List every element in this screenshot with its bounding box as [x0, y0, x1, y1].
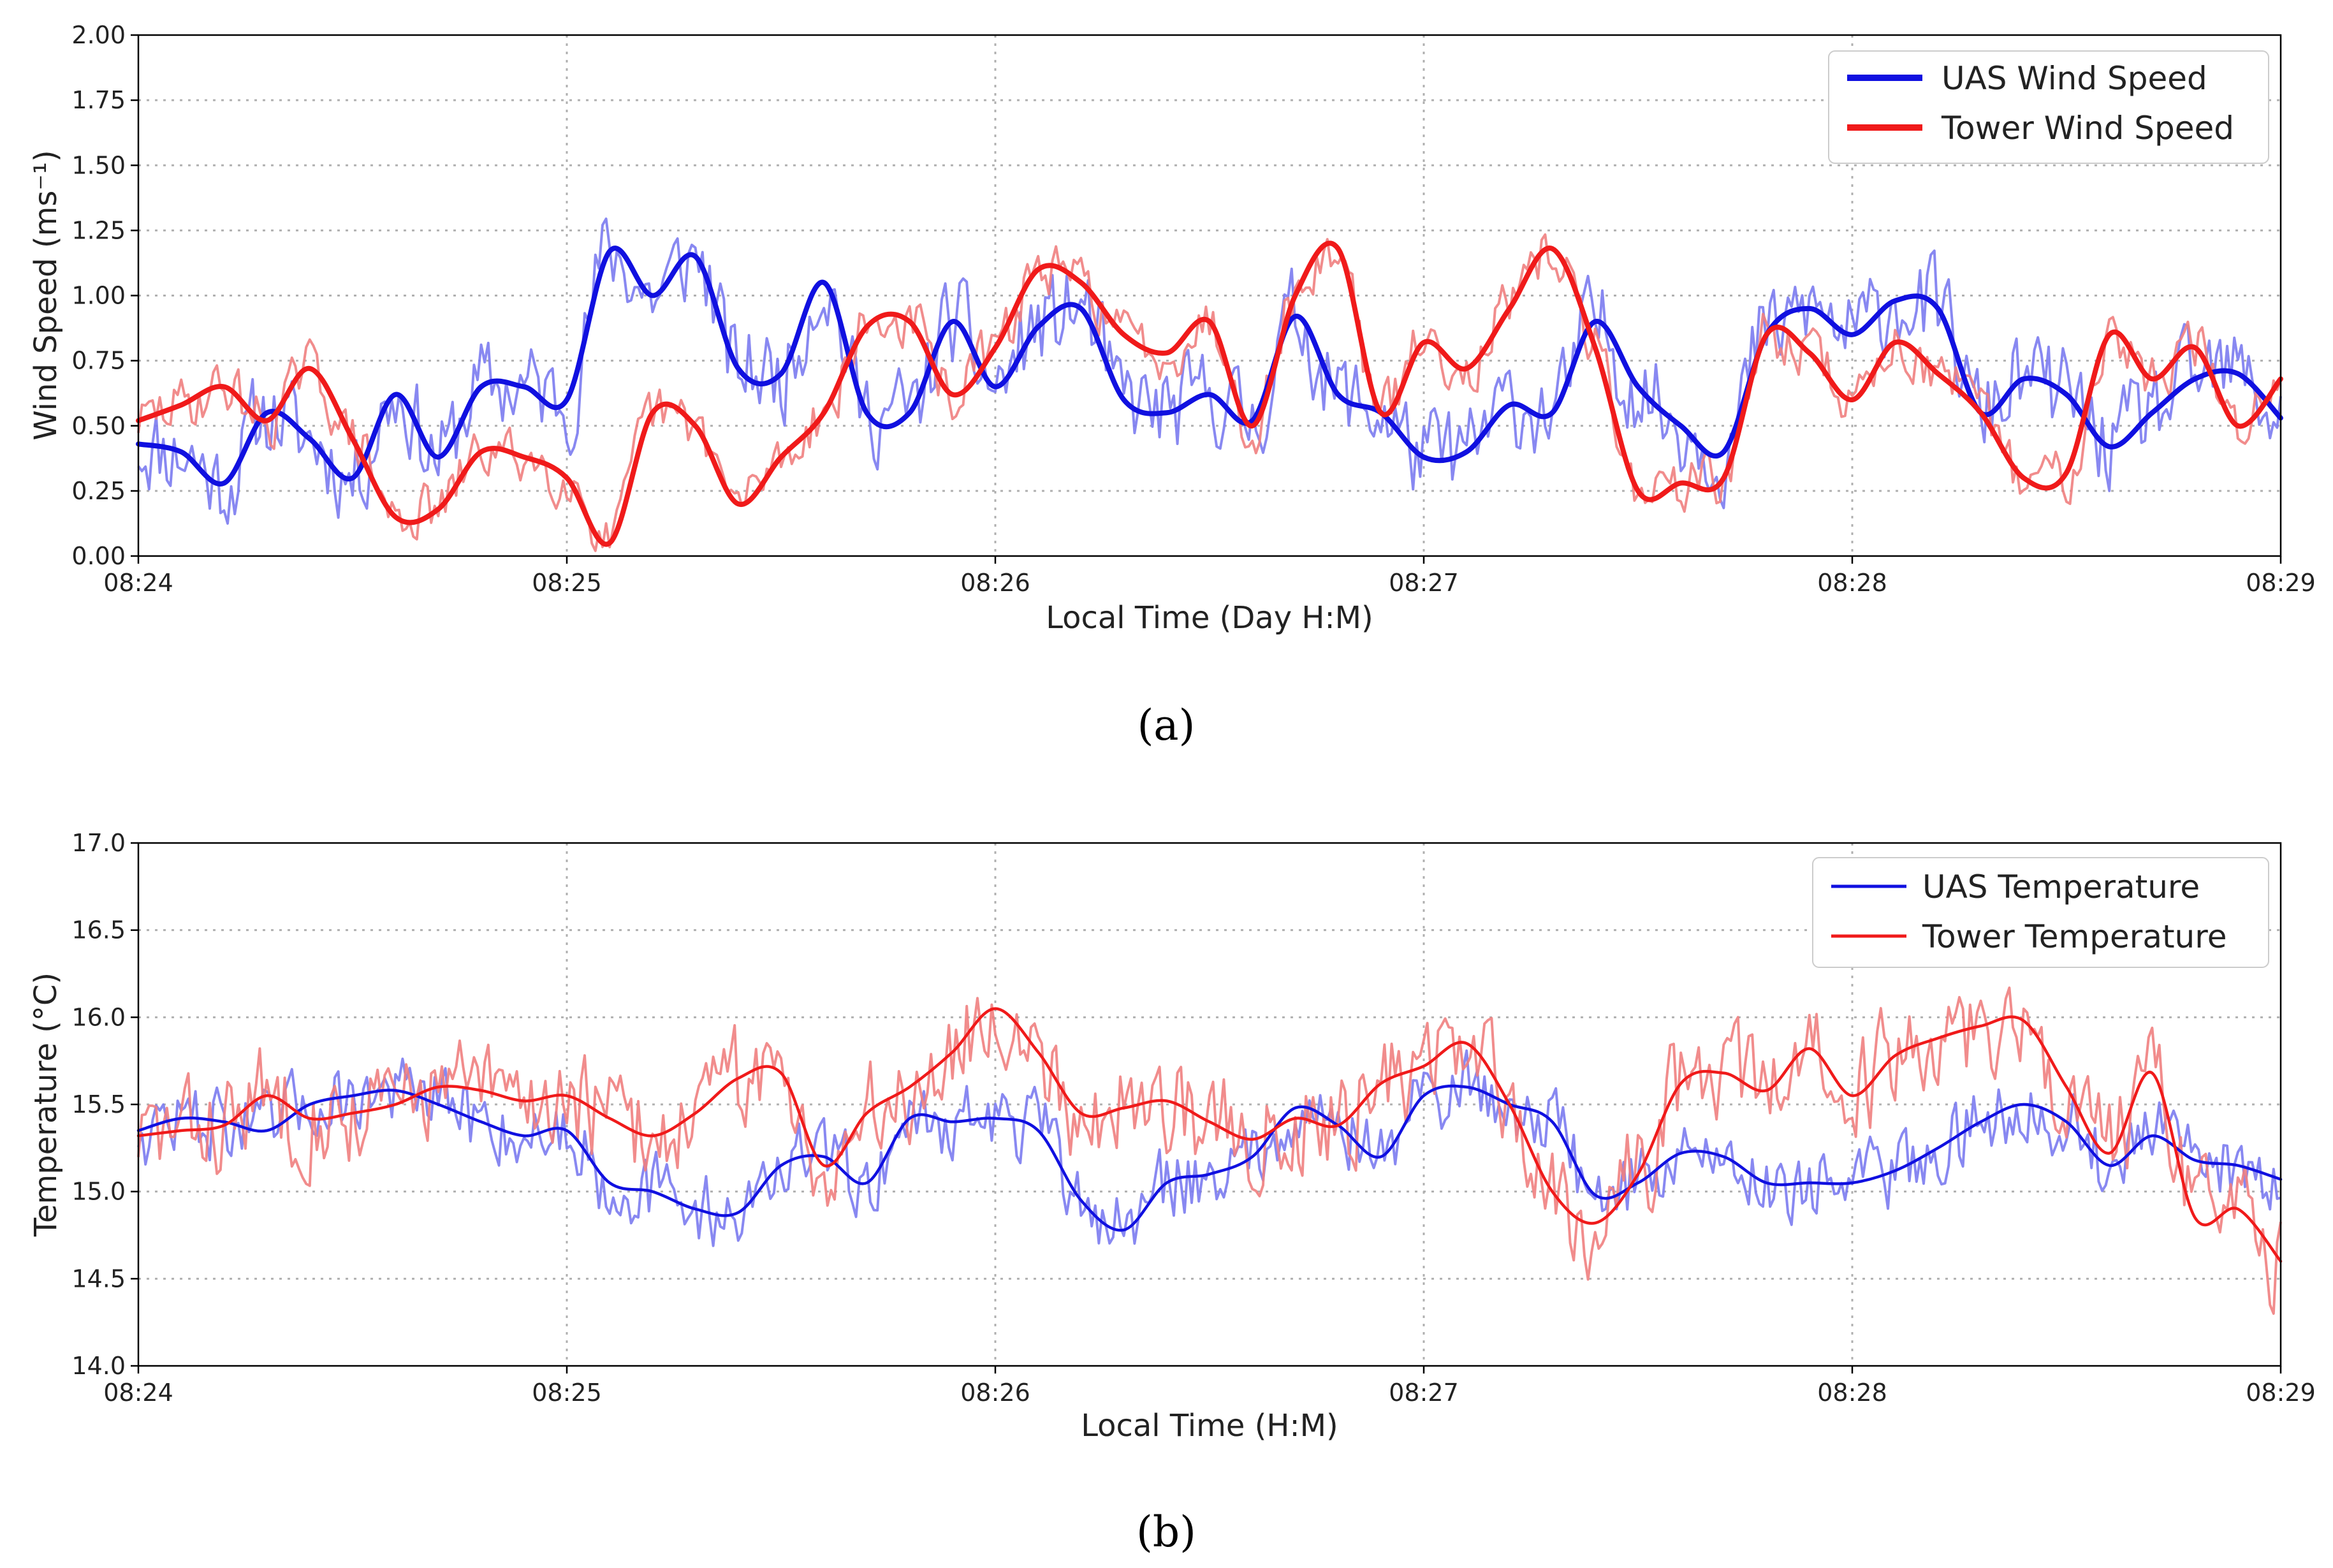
y-tick-label: 16.0 [71, 1003, 126, 1031]
legend-label-tower: Tower Wind Speed [1941, 110, 2234, 147]
y-axis-ticks: 0.00 0.25 0.50 0.75 1.00 1.25 1.50 1.75 2.00 [71, 21, 138, 570]
x-axis-label: Local Time (H:M) [1081, 1408, 1338, 1444]
y-tick-label: 15.0 [71, 1178, 126, 1206]
series-line-uas [136, 1084, 2283, 1232]
legend-box [1828, 50, 2269, 164]
y-tick-label: 0.75 [71, 347, 126, 375]
series-group [136, 1007, 2283, 1263]
series-line-tower [136, 240, 2283, 547]
y-axis-ticks: 14.0 14.5 15.0 15.5 16.0 16.5 17.0 [71, 829, 138, 1380]
x-axis-label: Local Time (Day H:M) [1046, 600, 1373, 636]
x-axis-ticks: 08:24 08:25 08:26 08:27 08:28 08:29 [103, 1366, 2316, 1407]
y-tick-label: 0.25 [71, 477, 126, 505]
y-tick-label: 0.00 [71, 542, 126, 570]
chart-panel-a: 0.00 0.25 0.50 0.75 1.00 1.25 1.50 1.75 2.00 08:… [28, 21, 2316, 750]
legend-label-uas: UAS Wind Speed [1942, 60, 2207, 97]
y-tick-label: 1.50 [71, 151, 126, 179]
y-tick-label: 0.50 [71, 412, 126, 440]
y-tick-label: 16.5 [71, 916, 126, 944]
y-tick-label: 1.00 [71, 282, 126, 310]
y-tick-label: 14.5 [71, 1264, 126, 1293]
series-raw-tower [137, 233, 2282, 552]
series-line-uas [136, 245, 2283, 487]
x-axis-ticks: 08:24 08:25 08:26 08:27 08:28 08:29 [103, 556, 2316, 597]
x-tick-label: 08:28 [1817, 1379, 1887, 1407]
chart-panel-b: 14.014.515.015.516.016.517.0 08:24 08:25 0… [28, 829, 2316, 1557]
y-tick-label: 1.75 [71, 86, 126, 114]
y-tick-label: 15.5 [71, 1090, 126, 1118]
y-axis-label: Temperature (°C) [28, 972, 64, 1237]
series-line-tower [136, 1007, 2283, 1263]
y-tick-label: 2.00 [71, 21, 126, 49]
legend-box [1812, 857, 2269, 968]
caption-a: (a) [1137, 701, 1196, 750]
series-raw-tower [137, 986, 2282, 1315]
grid [138, 35, 2281, 556]
y-axis-label: Wind Speed (ms⁻¹) [28, 150, 64, 440]
series-raw-uas [137, 1049, 2281, 1247]
legend: UAS Temperature Tower Temperature [1812, 857, 2269, 968]
x-tick-label: 08:28 [1817, 569, 1887, 597]
y-tick-label: 1.25 [71, 216, 126, 244]
x-tick-label: 08:25 [532, 1379, 602, 1407]
caption-b: (b) [1136, 1507, 1196, 1557]
x-tick-label: 08:29 [2246, 1379, 2316, 1407]
x-tick-label: 08:25 [532, 569, 602, 597]
x-tick-label: 08:26 [960, 569, 1030, 597]
legend: UAS Wind Speed Tower Wind Speed [1828, 50, 2269, 164]
x-tick-label: 08:27 [1389, 1379, 1459, 1407]
x-tick-label: 08:24 [103, 1379, 173, 1407]
x-tick-label: 08:27 [1389, 569, 1459, 597]
legend-label-uas: UAS Temperature [1922, 868, 2200, 905]
legend-label-tower: Tower Temperature [1922, 918, 2227, 955]
y-tick-label: 14.0 [71, 1352, 126, 1380]
y-tick-label: 17.0 [71, 829, 126, 857]
x-tick-label: 08:26 [960, 1379, 1030, 1407]
x-tick-label: 08:29 [2246, 569, 2316, 597]
series-group [136, 240, 2283, 547]
raw-series-group [137, 986, 2282, 1315]
x-tick-label: 08:24 [103, 569, 173, 597]
